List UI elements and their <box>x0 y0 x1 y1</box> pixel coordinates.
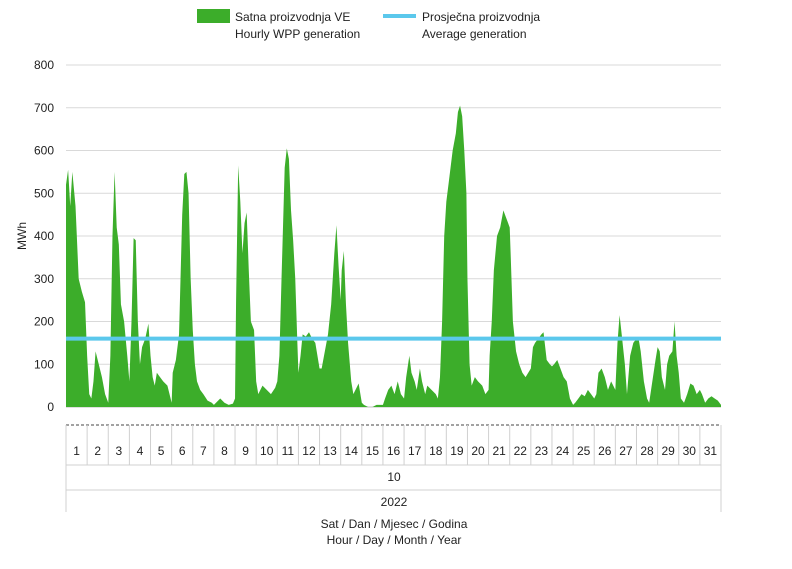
day-label-30: 30 <box>683 444 697 458</box>
day-label-27: 27 <box>619 444 633 458</box>
y-tick-label-800: 800 <box>34 58 54 72</box>
legend: Satna proizvodnja VE Hourly WPP generati… <box>197 9 540 41</box>
day-label-31: 31 <box>704 444 718 458</box>
day-label-26: 26 <box>598 444 612 458</box>
day-label-6: 6 <box>179 444 186 458</box>
day-label-11: 11 <box>282 444 295 458</box>
day-label-9: 9 <box>242 444 249 458</box>
y-tick-label-200: 200 <box>34 315 54 329</box>
y-tick-label-300: 300 <box>34 272 54 286</box>
day-separators <box>86 425 701 465</box>
day-label-15: 15 <box>366 444 380 458</box>
y-axis-ticks: 0 100 200 300 400 500 600 700 800 <box>34 58 54 414</box>
x-axis-label-line2: Hour / Day / Month / Year <box>327 533 462 547</box>
day-label-4: 4 <box>137 444 144 458</box>
day-label-8: 8 <box>221 444 228 458</box>
day-label-18: 18 <box>429 444 443 458</box>
day-label-29: 29 <box>661 444 675 458</box>
day-label-21: 21 <box>492 444 506 458</box>
series-hourly-generation-area <box>66 105 721 408</box>
day-label-5: 5 <box>158 444 165 458</box>
day-label-24: 24 <box>556 444 570 458</box>
day-label-10: 10 <box>260 444 274 458</box>
day-label-3: 3 <box>115 444 122 458</box>
y-axis-label: MWh <box>15 222 29 250</box>
y-tick-label-100: 100 <box>34 357 54 371</box>
legend-swatch-average-generation <box>383 14 416 18</box>
y-tick-label-700: 700 <box>34 101 54 115</box>
x-axis-label-line1: Sat / Dan / Mjesec / Godina <box>321 517 468 531</box>
day-labels: 1 2 3 4 5 6 7 8 9 10 11 12 13 14 15 16 17 18 19 20 21 22 23 24 2… <box>73 444 717 458</box>
day-label-16: 16 <box>387 444 401 458</box>
legend-label-average-line2: Average generation <box>422 27 527 41</box>
y-tick-label-500: 500 <box>34 186 54 200</box>
legend-swatch-hourly-generation <box>197 9 230 23</box>
legend-label-hourly-line2: Hourly WPP generation <box>235 27 360 41</box>
day-label-13: 13 <box>323 444 337 458</box>
day-label-25: 25 <box>577 444 591 458</box>
day-label-1: 1 <box>73 444 80 458</box>
month-label: 10 <box>387 470 401 484</box>
day-label-7: 7 <box>200 444 207 458</box>
legend-label-hourly-line1: Satna proizvodnja VE <box>235 10 350 24</box>
day-label-17: 17 <box>408 444 422 458</box>
day-label-14: 14 <box>345 444 359 458</box>
day-label-23: 23 <box>535 444 549 458</box>
day-label-12: 12 <box>302 444 316 458</box>
day-label-2: 2 <box>94 444 101 458</box>
day-label-20: 20 <box>471 444 485 458</box>
day-label-19: 19 <box>450 444 464 458</box>
y-tick-label-0: 0 <box>47 400 54 414</box>
day-label-28: 28 <box>640 444 654 458</box>
y-tick-label-600: 600 <box>34 144 54 158</box>
year-label: 2022 <box>381 495 408 509</box>
legend-label-average-line1: Prosječna proizvodnja <box>422 10 540 24</box>
day-label-22: 22 <box>514 444 528 458</box>
y-tick-label-400: 400 <box>34 229 54 243</box>
